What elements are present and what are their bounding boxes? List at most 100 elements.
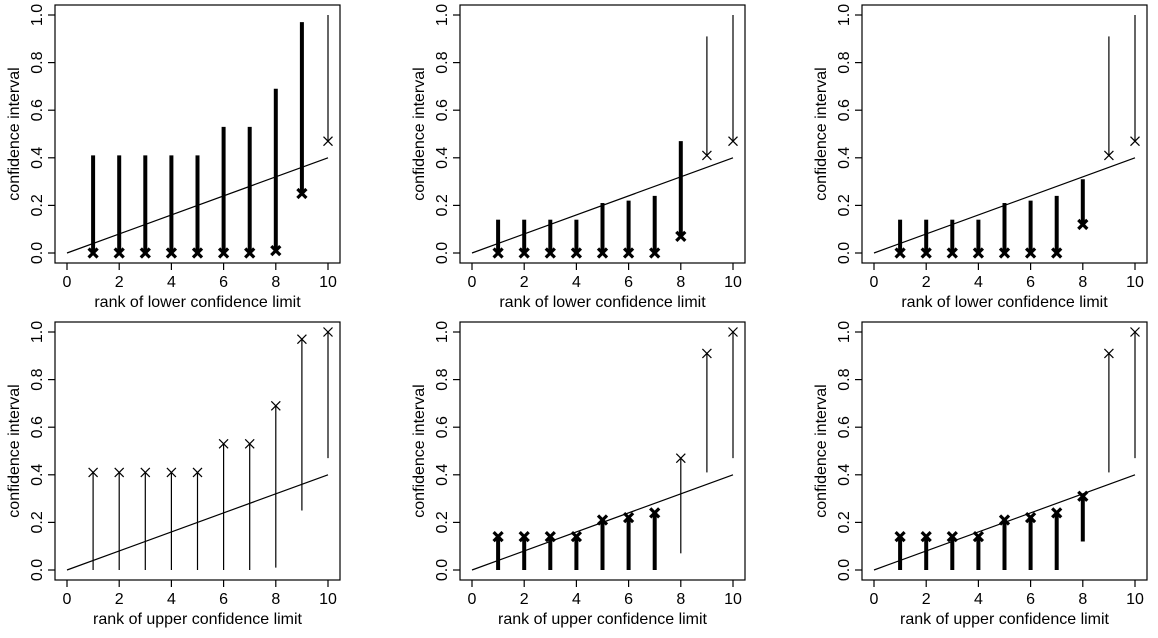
- x-tick-label: 4: [974, 274, 983, 291]
- cross-stroke: [972, 531, 985, 543]
- y-tick-label: 0.6: [836, 99, 853, 121]
- cross-marker: [270, 400, 281, 411]
- cross-marker: [1051, 507, 1063, 519]
- x-tick-label: 2: [520, 274, 529, 291]
- x-tick-label: 0: [63, 274, 72, 291]
- y-tick-label: 0.6: [29, 416, 46, 438]
- x-axis-title: rank of lower confidence limit: [94, 294, 301, 311]
- cross-stroke: [88, 467, 99, 478]
- cross-stroke: [570, 531, 583, 543]
- cross-marker: [244, 247, 256, 259]
- y-axis-title: confidence interval: [411, 67, 428, 200]
- x-axis-title: rank of upper confidence limit: [498, 611, 708, 628]
- chart-panel-5: 0 2 4 6 8 10 0.0 0.2 0.4 0.6 0.8 1.0 rank of upper c…: [411, 321, 746, 628]
- cross-marker: [218, 438, 229, 449]
- cross-stroke: [570, 247, 583, 259]
- cross-stroke: [166, 467, 177, 478]
- cross-marker: [88, 467, 99, 478]
- x-tick-label: 10: [319, 591, 337, 608]
- cross-stroke: [192, 467, 203, 478]
- cross-marker: [544, 531, 556, 543]
- x-tick-label: 10: [319, 274, 337, 291]
- cross-marker: [920, 531, 932, 543]
- cross-marker: [87, 247, 99, 259]
- y-tick-label: 1.0: [836, 321, 853, 343]
- y-axis-title: confidence interval: [6, 384, 23, 517]
- x-tick-label: 6: [219, 274, 228, 291]
- y-tick-label: 0.0: [29, 559, 46, 581]
- y-tick-label: 0.4: [836, 464, 853, 486]
- cross-stroke: [492, 247, 504, 259]
- cross-marker: [1024, 512, 1037, 524]
- y-axis-title: confidence interval: [6, 67, 23, 200]
- cross-stroke: [1024, 247, 1037, 259]
- chart-panel-1: 0 2 4 6 8 10 0.0 0.2 0.4 0.6 0.8 1.0 rank of lower c…: [6, 4, 341, 311]
- x-tick-label: 8: [676, 274, 685, 291]
- chart-panel-4: 0 2 4 6 8 10 0.0 0.2 0.4 0.6 0.8 1.0 rank of upper c…: [6, 321, 341, 628]
- y-tick-label: 0.8: [29, 51, 46, 73]
- cross-stroke: [140, 467, 151, 478]
- cross-marker: [296, 187, 308, 200]
- x-tick-label: 4: [167, 591, 176, 608]
- cross-stroke: [518, 531, 530, 543]
- cross-stroke: [622, 247, 635, 259]
- cross-marker: [622, 512, 635, 524]
- y-tick-label: 0.6: [836, 416, 853, 438]
- cross-marker: [1077, 490, 1089, 502]
- cross-stroke: [518, 247, 530, 259]
- cross-marker: [1130, 327, 1140, 337]
- cross-marker: [165, 247, 178, 259]
- cross-marker: [972, 247, 985, 259]
- y-tick-label: 0.4: [434, 147, 451, 169]
- y-tick-label: 0.2: [29, 511, 46, 533]
- cross-stroke: [1130, 136, 1140, 147]
- x-tick-label: 6: [1026, 274, 1035, 291]
- cross-marker: [1130, 136, 1140, 147]
- cross-marker: [570, 247, 583, 259]
- cross-marker: [191, 247, 204, 259]
- cross-stroke: [544, 247, 556, 259]
- y-tick-label: 0.0: [836, 242, 853, 264]
- cross-stroke: [649, 247, 661, 259]
- x-tick-label: 4: [974, 591, 983, 608]
- x-tick-label: 2: [115, 591, 124, 608]
- cross-stroke: [1103, 348, 1114, 359]
- chart-panel-6: 0 2 4 6 8 10 0.0 0.2 0.4 0.6 0.8 1.0 rank of upper c…: [813, 321, 1148, 628]
- cross-stroke: [244, 247, 256, 259]
- x-tick-label: 8: [676, 591, 685, 608]
- y-tick-label: 1.0: [29, 4, 46, 26]
- cross-stroke: [544, 531, 556, 543]
- x-tick-label: 10: [1126, 274, 1144, 291]
- cross-stroke: [622, 512, 635, 524]
- x-axis-title: rank of lower confidence limit: [499, 294, 706, 311]
- x-tick-label: 2: [922, 591, 931, 608]
- plot-frame: [861, 321, 1148, 581]
- cross-stroke: [920, 247, 932, 259]
- cross-marker: [701, 348, 712, 359]
- cross-stroke: [675, 230, 687, 242]
- y-tick-label: 0.8: [434, 368, 451, 390]
- cross-stroke: [701, 150, 712, 161]
- x-axis-title: rank of lower confidence limit: [901, 294, 1108, 311]
- cross-marker: [217, 247, 230, 259]
- cross-stroke: [1024, 512, 1037, 524]
- y-tick-label: 0.4: [29, 147, 46, 169]
- y-tick-label: 0.8: [836, 368, 853, 390]
- cross-marker: [998, 247, 1011, 259]
- x-tick-label: 10: [724, 274, 742, 291]
- cross-marker: [596, 247, 609, 259]
- cross-marker: [1103, 348, 1114, 359]
- cross-marker: [114, 467, 125, 478]
- x-tick-label: 10: [724, 591, 742, 608]
- x-tick-label: 4: [167, 274, 176, 291]
- cross-marker: [728, 327, 738, 337]
- cross-stroke: [920, 531, 932, 543]
- cross-stroke: [946, 531, 958, 543]
- y-tick-label: 1.0: [434, 4, 451, 26]
- cross-marker: [675, 230, 687, 242]
- cross-stroke: [113, 247, 125, 259]
- chart-panel-3: 0 2 4 6 8 10 0.0 0.2 0.4 0.6 0.8 1.0 rank of lower c…: [813, 4, 1148, 311]
- cross-stroke: [217, 247, 230, 259]
- y-axis-title: confidence interval: [813, 384, 830, 517]
- cross-stroke: [492, 531, 504, 543]
